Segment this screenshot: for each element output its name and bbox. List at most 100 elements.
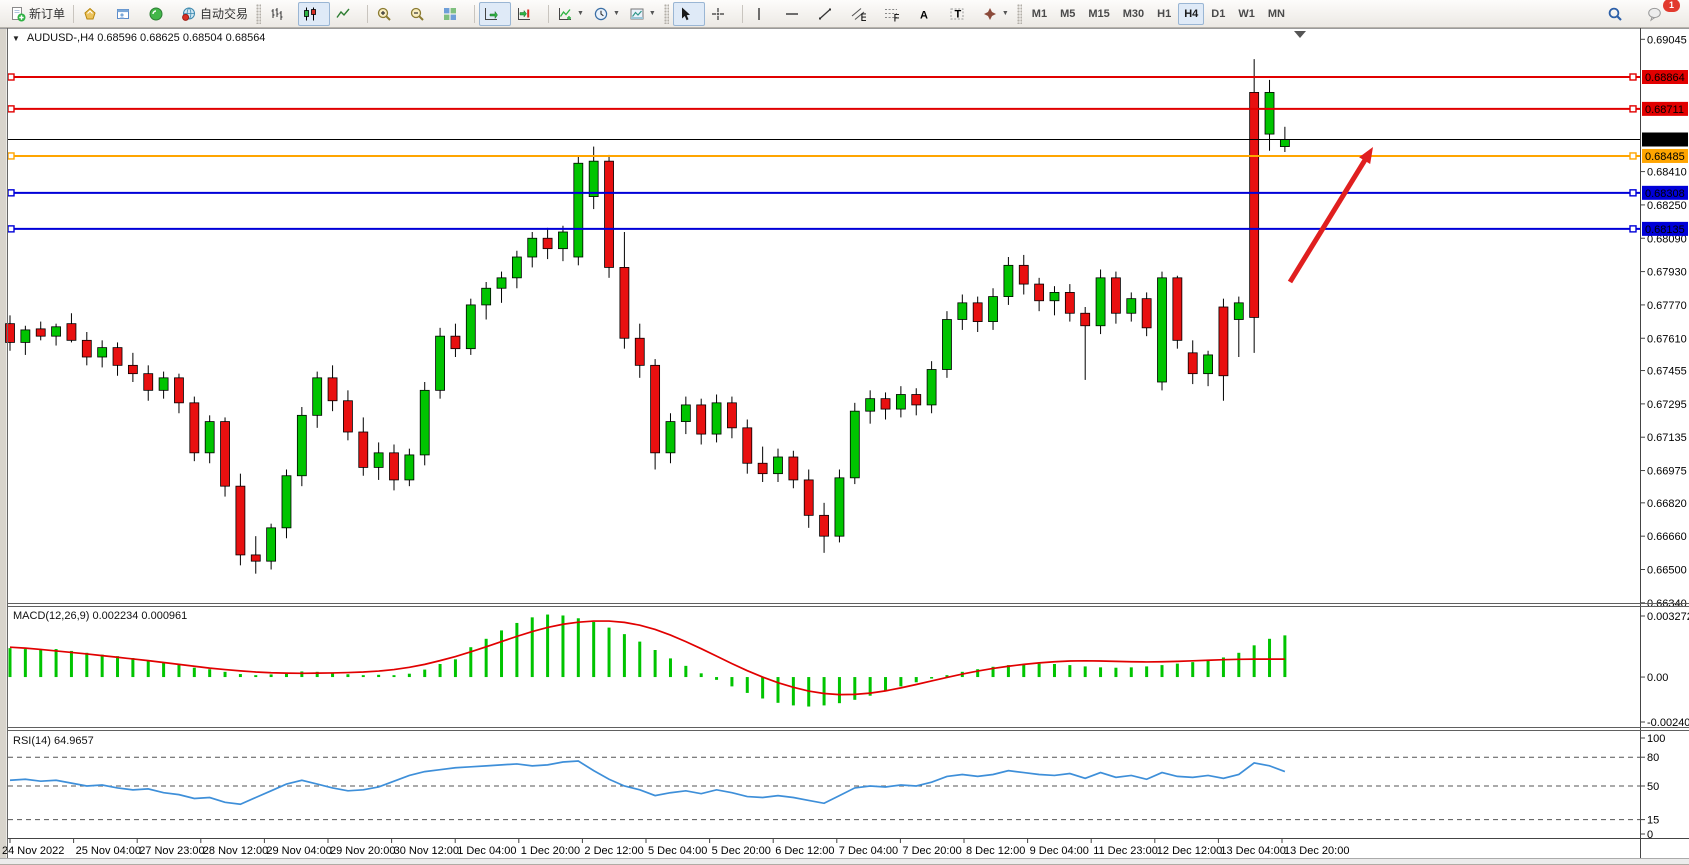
chart-dropdown-icon[interactable]: ▼ [12, 33, 20, 43]
toolbar-market-window-button[interactable] [111, 2, 143, 26]
candle-body [1018, 264, 1029, 285]
hline-handle[interactable] [7, 189, 15, 197]
toolbar-grip[interactable] [256, 3, 262, 24]
price-tick-label: 0.67295 [1647, 399, 1687, 411]
toolbar-grip[interactable] [1016, 3, 1022, 24]
periods-dropdown-icon[interactable]: ▼ [612, 10, 620, 17]
toolbar-fibonacci-tool-button[interactable]: F [879, 2, 911, 26]
toolbar-vertical-line-tool-button[interactable] [747, 2, 779, 26]
candle-body [619, 267, 630, 339]
macd-signal-line [9, 620, 1285, 696]
toolbar-zoom-in-button[interactable] [372, 2, 404, 26]
toolbar-notifications-button[interactable]: 1 [1643, 0, 1680, 26]
timeframe-m30-button[interactable]: M30 [1122, 7, 1145, 20]
candle-body [650, 364, 661, 454]
timeframe-m1-button[interactable]: M1 [1031, 7, 1048, 20]
left-gutter [0, 28, 7, 858]
price-tick-label: 0.67930 [1647, 267, 1687, 279]
toolbar-community-button[interactable] [78, 2, 110, 26]
toolbar-signals-button[interactable] [144, 2, 176, 26]
hline-handle[interactable] [1629, 73, 1637, 81]
toolbar-autotrading-button[interactable]: 自动交易 [177, 2, 252, 26]
candle-body [511, 256, 522, 279]
timeframe-h4-button[interactable]: H4 [1178, 2, 1205, 25]
hline-price-text: 0.68485 [1645, 151, 1685, 163]
toolbar-search-button[interactable] [1603, 2, 1635, 26]
price-tick-label: 0.68250 [1647, 200, 1687, 212]
candle-body [35, 328, 46, 337]
chart-shift-icon [516, 6, 532, 22]
hline-price-text: 0.68864 [1645, 72, 1685, 84]
templates-dropdown-icon[interactable]: ▼ [648, 10, 656, 17]
chart-canvas[interactable]: 0.69045 0.68410 0.68250 0.68090 0.67930 0.677… [0, 28, 1689, 864]
hline-0.68135[interactable]: 0.68135 [7, 221, 1688, 236]
hline-price-label [1642, 185, 1688, 200]
hline-0.68864[interactable]: 0.68864 [7, 70, 1688, 84]
toolbar-zoom-out-button[interactable] [405, 2, 437, 26]
toolbar-text-label-tool-button[interactable]: T [945, 2, 977, 26]
current-price-label [1642, 132, 1688, 147]
hline-price-text: 0.68135 [1645, 224, 1685, 236]
current-price-text: 0.68564 [1645, 135, 1685, 147]
timeframe-mn-button[interactable]: MN [1267, 7, 1285, 20]
time-tick-label: 1 Dec 20:00 [521, 845, 580, 857]
hline-handle[interactable] [1629, 152, 1637, 160]
timeframe-d1-button[interactable]: D1 [1211, 7, 1226, 20]
toolbar-bar-chart-mode-button[interactable] [265, 2, 297, 26]
toolbar-tile-windows-button[interactable] [438, 2, 470, 26]
candle-body [1034, 283, 1045, 302]
periods-icon [593, 6, 609, 22]
hline-handle[interactable] [1629, 189, 1637, 197]
hline-0.68308[interactable]: 0.68308 [7, 185, 1688, 200]
toolbar-candlestick-mode-button[interactable] [298, 1, 331, 26]
time-tick-label: 5 Dec 04:00 [648, 845, 707, 857]
timeframe-w1-button[interactable]: W1 [1238, 7, 1255, 20]
tile-windows-icon [442, 6, 458, 22]
timeframe-m15-button[interactable]: M15 [1088, 7, 1110, 20]
arrows-tool-dropdown-icon[interactable]: ▼ [1001, 10, 1009, 17]
toolbar-auto-scroll-button[interactable] [479, 1, 512, 26]
hline-handle[interactable] [1629, 225, 1637, 233]
hline-handle[interactable] [7, 105, 15, 113]
toolbar-separator [741, 4, 743, 23]
toolbar-cursor-tool-button[interactable] [672, 1, 705, 26]
toolbar-horizontal-line-tool-button[interactable] [780, 2, 812, 26]
candle-body [481, 287, 492, 306]
toolbar-trendline-tool-button[interactable] [813, 2, 845, 26]
chart-shift-marker-icon[interactable] [1294, 31, 1306, 38]
toolbar-grip[interactable] [663, 3, 669, 24]
candle-body [1187, 352, 1198, 375]
annotation-arrow[interactable] [1287, 147, 1373, 284]
toolbar-text-tool-button[interactable]: A [912, 2, 944, 26]
macd-tick-label: -0.002409 [1647, 717, 1689, 729]
timeframe-h1-button[interactable]: H1 [1157, 7, 1172, 20]
toolbar-line-chart-mode-button[interactable] [331, 2, 363, 26]
crosshair-tool-icon [710, 6, 726, 22]
candle-body [957, 302, 968, 320]
hline-handle[interactable] [7, 73, 15, 81]
candle-body [972, 302, 983, 322]
toolbar-crosshair-tool-button[interactable] [706, 2, 738, 26]
timeframe-m5-button[interactable]: M5 [1060, 7, 1076, 20]
toolbar-periods-button[interactable]: ▼ [589, 2, 624, 26]
candle-body [788, 456, 799, 481]
toolbar-channel-tool-button[interactable]: E [846, 2, 878, 26]
indicators-dropdown-icon[interactable]: ▼ [577, 10, 584, 17]
toolbar-new-order-button[interactable]: 新订单 [6, 2, 69, 26]
toolbar-chart-shift-button[interactable] [512, 2, 544, 26]
hline-handle[interactable] [7, 225, 15, 233]
toolbar-indicators-button[interactable]: ▼ [553, 2, 588, 26]
toolbar-right-group: 1 [1603, 0, 1683, 26]
candle-body [327, 377, 338, 402]
toolbar-arrows-tool-button[interactable]: ▼ [978, 2, 1013, 26]
hline-handle[interactable] [7, 152, 15, 160]
hline-handle[interactable] [1629, 105, 1637, 113]
candle-body [465, 304, 476, 350]
hline-price-label [1642, 70, 1688, 84]
toolbar-templates-button[interactable]: ▼ [625, 2, 660, 26]
candle-body [389, 452, 399, 481]
candle-body [604, 160, 614, 268]
candle-body [849, 410, 860, 479]
hline-0.68711[interactable]: 0.68711 [7, 101, 1688, 116]
